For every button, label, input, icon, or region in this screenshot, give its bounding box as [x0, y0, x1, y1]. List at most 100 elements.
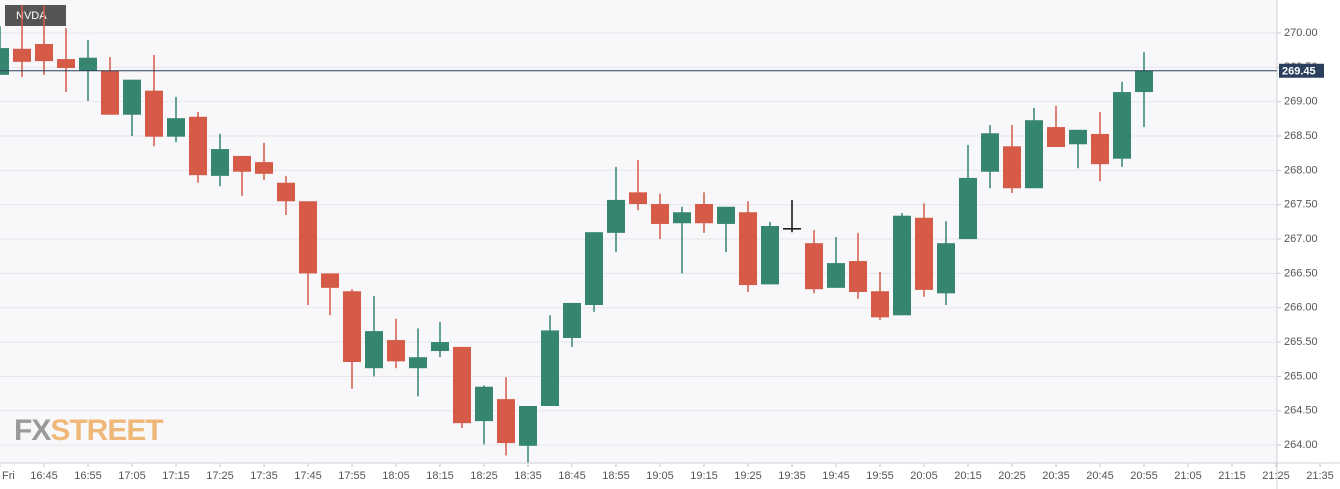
candle-body [409, 357, 427, 369]
x-tick-label: 21:25 [1262, 470, 1290, 482]
x-tick-label: 19:15 [690, 470, 718, 482]
candle-body [915, 217, 933, 290]
candle-body [431, 342, 449, 352]
last-price-badge [1279, 63, 1324, 78]
x-tick-label: 16:45 [30, 470, 58, 482]
candle-body [805, 243, 823, 290]
candle-body [1003, 146, 1021, 189]
candle-body [717, 206, 735, 224]
candle-body [695, 204, 713, 224]
last-price-label: 269.45 [1282, 66, 1316, 78]
candle-body [629, 192, 647, 205]
y-tick-label: 267.50 [1284, 199, 1318, 211]
plot-area [0, 0, 1277, 463]
x-tick-label: 19:45 [822, 470, 850, 482]
candle-body [585, 232, 603, 306]
y-tick-label: 264.00 [1284, 439, 1318, 451]
candle-body [519, 405, 537, 446]
x-tick-label: 20:05 [910, 470, 938, 482]
candle-body [849, 261, 867, 292]
candle-body [35, 43, 53, 62]
candle-body [57, 59, 75, 69]
candle-body [607, 199, 625, 233]
candle-body [1091, 133, 1109, 165]
candle-body [475, 386, 493, 422]
candle-body [1113, 92, 1131, 159]
candle-body [563, 302, 581, 338]
x-tick-label: 18:05 [382, 470, 410, 482]
x-tick-label: 21:15 [1218, 470, 1246, 482]
y-tick-label: 266.50 [1284, 267, 1318, 279]
y-tick-label: 267.00 [1284, 233, 1318, 245]
candle-body [981, 133, 999, 172]
x-tick-label: 20:15 [954, 470, 982, 482]
candle-body [783, 228, 801, 230]
candle-body [937, 243, 955, 294]
x-tick-label: 18:15 [426, 470, 454, 482]
candle-body [277, 182, 295, 202]
symbol-box [5, 5, 66, 26]
watermark-street: STREET [50, 414, 163, 447]
y-tick-label: 268.50 [1284, 130, 1318, 142]
candle-body [541, 330, 559, 406]
x-tick-label: 20:45 [1086, 470, 1114, 482]
y-tick-label: 268.00 [1284, 164, 1318, 176]
x-tick-label: 18:35 [514, 470, 542, 482]
candle-body [167, 118, 185, 137]
x-tick-label: 19:05 [646, 470, 674, 482]
x-tick-label: Fri [2, 470, 15, 482]
candle-body [13, 48, 31, 62]
x-tick-label: 17:05 [118, 470, 146, 482]
x-tick-label: 19:55 [866, 470, 894, 482]
x-tick-label: 18:55 [602, 470, 630, 482]
x-tick-label: 17:15 [162, 470, 190, 482]
x-tick-label: 17:55 [338, 470, 366, 482]
y-tick-label: 266.00 [1284, 302, 1318, 314]
x-tick-label: 16:55 [74, 470, 102, 482]
candle-body [211, 149, 229, 176]
candle-body [453, 346, 471, 424]
x-tick-label: 20:25 [998, 470, 1026, 482]
x-tick-label: 17:45 [294, 470, 322, 482]
candle-body [1069, 129, 1087, 145]
watermark: FXSTREET [14, 414, 163, 447]
candle-body [343, 291, 361, 363]
y-tick-label: 270.00 [1284, 27, 1318, 39]
y-tick-label: 265.00 [1284, 370, 1318, 382]
x-tick-label: 21:05 [1174, 470, 1202, 482]
x-tick-label: 19:35 [778, 470, 806, 482]
y-tick-label: 265.50 [1284, 336, 1318, 348]
candle-body [123, 79, 141, 115]
candle-body [651, 204, 669, 224]
candle-body [79, 57, 97, 71]
candle-body [1025, 120, 1043, 189]
candle-body [0, 48, 9, 75]
candle-body [189, 116, 207, 176]
candle-body [739, 212, 757, 286]
watermark-fx: FX [14, 414, 51, 447]
y-tick-label: 264.50 [1284, 405, 1318, 417]
candle-body [321, 273, 339, 288]
candle-body [673, 212, 691, 224]
candle-body [1047, 127, 1065, 148]
candle-body [827, 263, 845, 288]
symbol: NVDA [16, 10, 47, 22]
candle-body [145, 90, 163, 137]
candle-body [255, 162, 273, 174]
candle-body [1135, 70, 1153, 93]
x-tick-label: 17:35 [250, 470, 278, 482]
y-tick-label: 269.00 [1284, 96, 1318, 108]
x-tick-label: 17:25 [206, 470, 234, 482]
candle-body [761, 226, 779, 285]
candle-body [233, 155, 251, 172]
candle-body [893, 215, 911, 316]
x-tick-label: 18:25 [470, 470, 498, 482]
candle-body [871, 291, 889, 318]
candle-body [365, 331, 383, 369]
x-tick-label: 20:55 [1130, 470, 1158, 482]
candle-body [299, 201, 317, 274]
candle-body [387, 340, 405, 362]
candle-body [497, 399, 515, 444]
